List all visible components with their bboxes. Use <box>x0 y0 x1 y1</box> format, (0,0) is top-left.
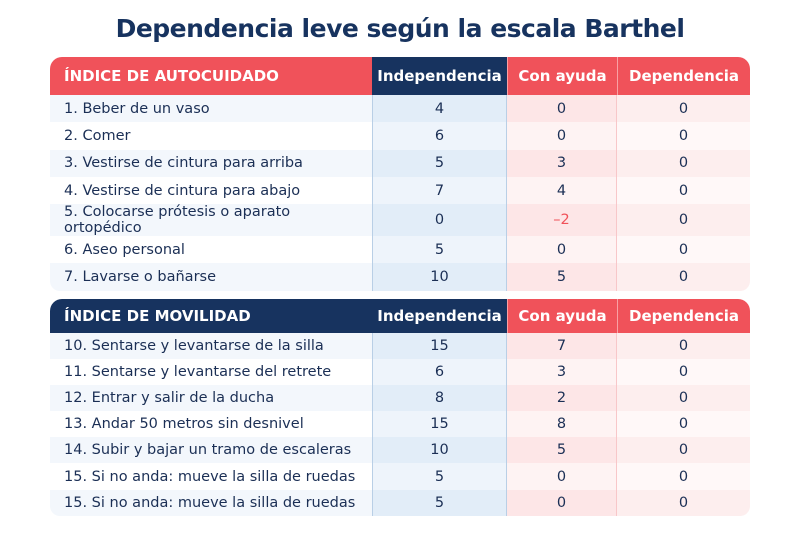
table-row: 4. Vestirse de cintura para abajo 7 4 0 <box>50 176 750 205</box>
column-header-con-ayuda: Con ayuda <box>507 57 617 95</box>
table-row: 12. Entrar y salir de la ducha 8 2 0 <box>50 385 750 412</box>
table-row: 2. Comer 6 0 0 <box>50 122 750 150</box>
independencia-value: 5 <box>372 489 507 516</box>
row-label: 5. Colocarse prótesis o aparato ortopédi… <box>50 204 372 237</box>
autocuidado-table: ÍNDICE DE AUTOCUIDADO Independencia Con … <box>50 57 750 291</box>
dependencia-value: 0 <box>617 236 750 264</box>
row-label: 2. Comer <box>50 122 372 150</box>
independencia-value: 4 <box>372 95 507 123</box>
con-ayuda-value: 0 <box>507 489 617 516</box>
row-label: 6. Aseo personal <box>50 236 372 264</box>
dependencia-value: 0 <box>617 437 750 464</box>
con-ayuda-value: 2 <box>507 385 617 412</box>
independencia-value: 6 <box>372 122 507 150</box>
row-label: 15. Si no anda: mueve la silla de ruedas <box>50 463 372 490</box>
dependencia-value: 0 <box>617 95 750 123</box>
con-ayuda-value: 4 <box>507 176 617 205</box>
independencia-value: 10 <box>372 263 507 291</box>
dependencia-value: 0 <box>617 385 750 412</box>
column-header-independencia: Independencia <box>372 57 507 95</box>
table-row: 3. Vestirse de cintura para arriba 5 3 0 <box>50 149 750 177</box>
table-row: 10. Sentarse y levantarse de la silla 15 7… <box>50 333 750 360</box>
con-ayuda-value: 7 <box>507 333 617 360</box>
independencia-value: 15 <box>372 411 507 438</box>
dependencia-value: 0 <box>617 149 750 177</box>
row-label: 4. Vestirse de cintura para abajo <box>50 176 372 205</box>
row-label: 13. Andar 50 metros sin desnivel <box>50 411 372 438</box>
dependencia-value: 0 <box>617 263 750 291</box>
table-row: 14. Subir y bajar un tramo de escaleras 1… <box>50 437 750 464</box>
independencia-value: 5 <box>372 463 507 490</box>
column-header-con-ayuda: Con ayuda <box>507 299 617 333</box>
independencia-value: 10 <box>372 437 507 464</box>
con-ayuda-value: 0 <box>507 122 617 150</box>
dependencia-value: 0 <box>617 489 750 516</box>
con-ayuda-value: –2 <box>507 204 617 237</box>
column-header-dependencia: Dependencia <box>617 299 750 333</box>
independencia-value: 5 <box>372 236 507 264</box>
table-row: 13. Andar 50 metros sin desnivel 15 8 0 <box>50 411 750 438</box>
table-heading: ÍNDICE DE MOVILIDAD <box>50 299 372 333</box>
table-row: 15. Si no anda: mueve la silla de ruedas… <box>50 463 750 490</box>
table-row: 15. Si no anda: mueve la silla de ruedas… <box>50 489 750 516</box>
table-row: 5. Colocarse prótesis o aparato ortopédi… <box>50 204 750 237</box>
table-row: 7. Lavarse o bañarse 10 5 0 <box>50 263 750 291</box>
column-header-dependencia: Dependencia <box>617 57 750 95</box>
movilidad-table: ÍNDICE DE MOVILIDAD Independencia Con ay… <box>50 299 750 516</box>
con-ayuda-value: 8 <box>507 411 617 438</box>
dependencia-value: 0 <box>617 122 750 150</box>
independencia-value: 15 <box>372 333 507 360</box>
con-ayuda-value: 0 <box>507 95 617 123</box>
con-ayuda-value: 3 <box>507 359 617 386</box>
row-label: 7. Lavarse o bañarse <box>50 263 372 291</box>
independencia-value: 5 <box>372 149 507 177</box>
row-label: 14. Subir y bajar un tramo de escaleras <box>50 437 372 464</box>
row-label: 10. Sentarse y levantarse de la silla <box>50 333 372 360</box>
independencia-value: 0 <box>372 204 507 237</box>
dependencia-value: 0 <box>617 204 750 237</box>
table-row: 11. Sentarse y levantarse del retrete 6 3 0 <box>50 359 750 386</box>
column-header-independencia: Independencia <box>372 299 507 333</box>
independencia-value: 8 <box>372 385 507 412</box>
con-ayuda-value: 0 <box>507 463 617 490</box>
dependencia-value: 0 <box>617 333 750 360</box>
dependencia-value: 0 <box>617 176 750 205</box>
dependencia-value: 0 <box>617 463 750 490</box>
table-heading: ÍNDICE DE AUTOCUIDADO <box>50 57 372 95</box>
dependencia-value: 0 <box>617 411 750 438</box>
independencia-value: 7 <box>372 176 507 205</box>
row-label: 11. Sentarse y levantarse del retrete <box>50 359 372 386</box>
table-row: 6. Aseo personal 5 0 0 <box>50 236 750 264</box>
row-label: 12. Entrar y salir de la ducha <box>50 385 372 412</box>
con-ayuda-value: 5 <box>507 437 617 464</box>
con-ayuda-value: 5 <box>507 263 617 291</box>
row-label: 1. Beber de un vaso <box>50 95 372 123</box>
con-ayuda-value: 0 <box>507 236 617 264</box>
table-row: 1. Beber de un vaso 4 0 0 <box>50 95 750 123</box>
row-label: 15. Si no anda: mueve la silla de ruedas <box>50 489 372 516</box>
independencia-value: 6 <box>372 359 507 386</box>
page-title: Dependencia leve según la escala Barthel <box>115 14 685 43</box>
con-ayuda-value: 3 <box>507 149 617 177</box>
row-label: 3. Vestirse de cintura para arriba <box>50 149 372 177</box>
dependencia-value: 0 <box>617 359 750 386</box>
